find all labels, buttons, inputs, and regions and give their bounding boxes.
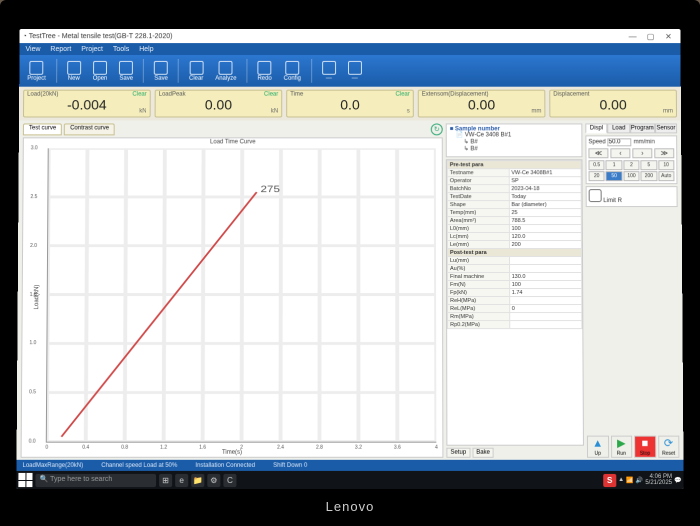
bake-button[interactable]: Bake bbox=[472, 448, 494, 458]
tab-contrast-curve[interactable]: Contrast curve bbox=[64, 123, 115, 135]
limit-checkbox[interactable] bbox=[589, 189, 602, 202]
speed-preset[interactable]: 10 bbox=[658, 160, 674, 170]
speed-preset[interactable]: 5 bbox=[641, 160, 657, 170]
readout-bar: Load(20kN)Clear-0.004kNLoadPeakClear0.00… bbox=[19, 87, 681, 121]
volume-icon[interactable]: 🔊 bbox=[636, 476, 644, 483]
taskbar-app-icon[interactable]: ⚙ bbox=[207, 473, 220, 486]
readout: Extensom(Displacement)0.00mm bbox=[418, 90, 546, 118]
app-icon: ◔ bbox=[23, 33, 27, 40]
ctrl-tab-sensor[interactable]: Sensor bbox=[655, 123, 677, 133]
ribbon-save[interactable]: Save bbox=[115, 59, 137, 82]
ribbon-toolbar: Project New Open Save Save Clear Analyze… bbox=[19, 55, 681, 87]
titlebar: ◔ TestTree - Metal tensile test(GB-T 228… bbox=[20, 29, 681, 43]
ribbon-config[interactable]: Config bbox=[280, 59, 305, 82]
readout: LoadPeakClear0.00kN bbox=[155, 90, 283, 118]
tab-test-curve[interactable]: Test curve bbox=[23, 123, 62, 135]
chart-plot: 275 00.40.81.21.622.42.83.23.640.00.51.0… bbox=[46, 148, 437, 442]
ribbon-btn[interactable]: — bbox=[318, 59, 340, 82]
maximize-button[interactable]: ▢ bbox=[642, 32, 660, 41]
app-window: ◔ TestTree - Metal tensile test(GB-T 228… bbox=[16, 29, 683, 471]
control-tabs: Displ Load Program Sensor bbox=[585, 123, 677, 133]
ribbon-project[interactable]: Project bbox=[23, 59, 50, 82]
menu-item[interactable]: Tools bbox=[113, 46, 129, 53]
stop-button[interactable]: ■Stop bbox=[634, 436, 656, 458]
menu-item[interactable]: View bbox=[25, 46, 40, 53]
minimize-button[interactable]: — bbox=[624, 32, 642, 41]
system-tray: S ▲ 📶 🔊 4:06 PM 5/21/2025 💬 bbox=[603, 473, 682, 486]
menu-item[interactable]: Report bbox=[50, 46, 71, 53]
tray-app-icon[interactable]: S bbox=[603, 473, 616, 486]
taskbar-search[interactable]: 🔍 Type here to search bbox=[35, 473, 156, 486]
run-controls: ▲Up ▶Run ■Stop ⟳Reset bbox=[587, 436, 680, 458]
speed-preset[interactable]: 1 bbox=[606, 160, 622, 170]
svg-text:275: 275 bbox=[261, 185, 281, 194]
speed-preset[interactable]: 2 bbox=[623, 160, 639, 170]
window-title: TestTree - Metal tensile test(GB-T 228.1… bbox=[29, 33, 173, 40]
menu-item[interactable]: Project bbox=[81, 46, 103, 53]
tray-icon[interactable]: ▲ bbox=[618, 477, 624, 483]
status-bar: LoadMaxRange(20kN) Channel speed Load at… bbox=[16, 460, 683, 471]
ribbon-new[interactable]: New bbox=[63, 59, 85, 82]
ribbon-analyze[interactable]: Analyze bbox=[211, 59, 240, 82]
chart-area: Load Time Curve Load(kN) Time(s) 275 00.… bbox=[21, 137, 444, 457]
speed-preset[interactable]: 200 bbox=[641, 171, 657, 181]
readout: TimeClear0.0s bbox=[286, 90, 414, 118]
taskbar-app-icon[interactable]: 📁 bbox=[191, 473, 204, 486]
speed-preset[interactable]: 20 bbox=[589, 171, 605, 181]
ribbon-open[interactable]: Open bbox=[89, 59, 112, 82]
speed-preset[interactable]: Auto bbox=[658, 171, 674, 181]
ribbon-clear[interactable]: Clear bbox=[185, 59, 207, 82]
limit-box: Limit R bbox=[586, 186, 678, 207]
start-button[interactable] bbox=[18, 473, 32, 487]
taskbar-app-icon[interactable]: C bbox=[223, 473, 236, 486]
menu-item[interactable]: Help bbox=[139, 46, 153, 53]
network-icon[interactable]: 📶 bbox=[626, 476, 634, 483]
menubar: View Report Project Tools Help bbox=[19, 43, 680, 55]
refresh-chart-button[interactable]: ↻ bbox=[431, 123, 443, 135]
ribbon-btn[interactable]: — bbox=[344, 59, 366, 82]
sample-tree[interactable]: ■ Sample number 📄 VW-Ce 3408 B#1 ↳ B# ↳ … bbox=[446, 123, 583, 157]
ribbon-redo[interactable]: Redo bbox=[253, 59, 275, 82]
ctrl-tab-load[interactable]: Load bbox=[608, 123, 630, 133]
readout: Displacement0.00mm bbox=[549, 90, 677, 118]
speed-preset[interactable]: 50 bbox=[606, 171, 622, 181]
chart-title: Load Time Curve bbox=[24, 139, 442, 145]
speed-control: Speed mm/min ≪ ‹ › ≫ 0.5125102050100200A… bbox=[585, 135, 677, 184]
speed-preset[interactable]: 100 bbox=[623, 171, 639, 181]
setup-button[interactable]: Setup bbox=[446, 448, 470, 458]
ctrl-tab-program[interactable]: Program bbox=[630, 123, 655, 133]
speed-fast-up[interactable]: ≫ bbox=[654, 148, 674, 158]
speed-down[interactable]: ‹ bbox=[610, 148, 630, 158]
ribbon-save2[interactable]: Save bbox=[150, 59, 172, 82]
taskbar-app-icon[interactable]: e bbox=[175, 473, 188, 486]
close-button[interactable]: ✕ bbox=[659, 32, 677, 41]
speed-preset[interactable]: 0.5 bbox=[588, 160, 604, 170]
taskbar-clock[interactable]: 4:06 PM 5/21/2025 bbox=[645, 474, 672, 486]
notifications-icon[interactable]: 💬 bbox=[674, 476, 682, 483]
speed-input[interactable] bbox=[608, 138, 632, 146]
task-view-icon[interactable]: ⊞ bbox=[159, 473, 172, 486]
run-button[interactable]: ▶Run bbox=[611, 436, 633, 458]
speed-up[interactable]: › bbox=[632, 148, 652, 158]
reset-button[interactable]: ⟳Reset bbox=[658, 436, 680, 458]
readout: Load(20kN)Clear-0.004kN bbox=[23, 90, 151, 118]
speed-fast-down[interactable]: ≪ bbox=[588, 148, 608, 158]
ctrl-tab-displ[interactable]: Displ bbox=[585, 123, 607, 133]
up-button[interactable]: ▲Up bbox=[587, 436, 609, 458]
windows-taskbar: 🔍 Type here to search ⊞ e 📁 ⚙ C S ▲ 📶 🔊 … bbox=[16, 471, 683, 489]
property-table[interactable]: Pre-test paraTestnameVW-Ce 3408B#1Operat… bbox=[446, 159, 584, 445]
